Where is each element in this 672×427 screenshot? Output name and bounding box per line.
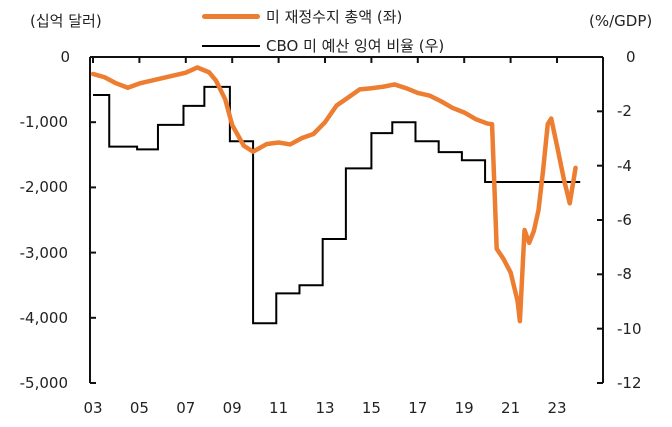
right-axis-tick-label: -4 bbox=[617, 156, 632, 175]
x-axis-tick-label: 13 bbox=[315, 399, 335, 417]
left-axis-tick-label: -2,000 bbox=[19, 178, 68, 197]
x-axis-tick-label: 17 bbox=[408, 399, 428, 417]
legend-swatch-black bbox=[202, 44, 260, 47]
x-axis-tick-label: 23 bbox=[547, 399, 567, 417]
us-fiscal-balance-line bbox=[90, 65, 578, 324]
right-axis-tick-label: -2 bbox=[617, 102, 632, 121]
left-axis-unit-label: (십억 달러) bbox=[30, 12, 102, 30]
left-axis-tick-label: -3,000 bbox=[19, 243, 68, 262]
legend-swatch-orange bbox=[202, 14, 260, 19]
x-axis-tick-label: 09 bbox=[222, 399, 242, 417]
legend-item-fiscal-balance: 미 재정수지 총액 (좌) bbox=[202, 6, 402, 27]
x-axis-tick-label: 05 bbox=[129, 399, 149, 417]
x-axis-tick-label: 19 bbox=[454, 399, 474, 417]
right-axis-tick-label: -10 bbox=[617, 319, 642, 338]
right-axis-tick-label: -12 bbox=[617, 374, 642, 392]
right-axis-unit-label: (%/GDP) bbox=[589, 12, 653, 30]
axes bbox=[89, 56, 604, 384]
x-axis-tick-label: 03 bbox=[83, 399, 103, 417]
left-axis-tick-label: -1,000 bbox=[19, 113, 68, 132]
x-axis-tick-label: 07 bbox=[176, 399, 196, 417]
left-axis-tick-label: -5,000 bbox=[19, 374, 68, 392]
legend-label-fiscal-balance: 미 재정수지 총액 (좌) bbox=[266, 8, 403, 26]
left-axis-tick-label: 0 bbox=[60, 48, 70, 66]
cbo-budget-ratio-line bbox=[93, 85, 581, 325]
x-axis-tick-label: 21 bbox=[501, 399, 521, 417]
legend-item-cbo-ratio: CBO 미 예산 잉여 비율 (우) bbox=[202, 35, 444, 56]
right-axis-tick-label: 0 bbox=[626, 48, 636, 66]
x-axis-tick-label: 11 bbox=[269, 399, 289, 417]
right-axis-tick-label: -8 bbox=[617, 265, 632, 284]
left-axis-tick-label: -4,000 bbox=[19, 308, 68, 327]
right-axis-tick-label: -6 bbox=[617, 211, 632, 229]
legend-label-cbo-ratio: CBO 미 예산 잉여 비율 (우) bbox=[266, 37, 445, 55]
x-axis-tick-label: 15 bbox=[361, 399, 381, 417]
